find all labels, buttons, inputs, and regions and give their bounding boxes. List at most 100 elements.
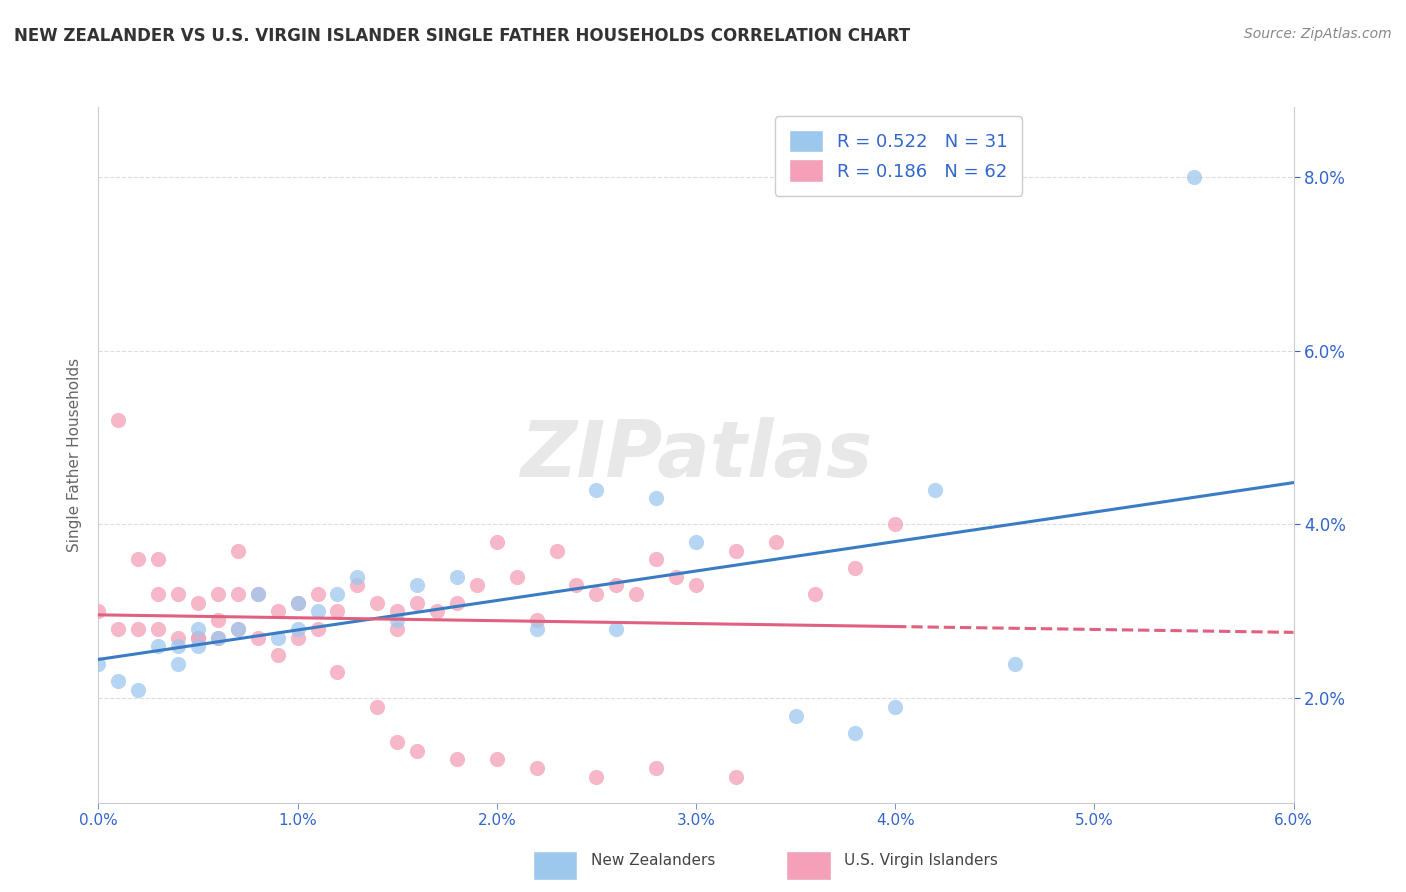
Point (246, 631, 269, 645)
Point (246, 587, 269, 601)
Point (307, 587, 329, 601)
Point (645, 491, 668, 506)
Point (366, 596, 388, 610)
Text: ZIPatlas: ZIPatlas (520, 417, 872, 493)
Point (485, 752, 508, 766)
Point (148, 587, 170, 601)
Point (724, 770, 747, 784)
Point (267, 631, 290, 645)
Point (685, 534, 707, 549)
Point (127, 552, 149, 566)
Point (844, 561, 866, 575)
Point (385, 613, 409, 627)
Point (127, 622, 149, 636)
Point (446, 596, 468, 610)
Point (585, 587, 607, 601)
Text: U.S. Virgin Islanders: U.S. Virgin Islanders (844, 854, 997, 868)
Point (385, 735, 409, 749)
Point (207, 613, 229, 627)
Point (724, 543, 747, 558)
Point (187, 631, 209, 645)
Point (346, 569, 368, 583)
Point (385, 605, 409, 619)
Point (246, 587, 269, 601)
Point (526, 761, 548, 775)
Point (605, 578, 627, 592)
Point (307, 622, 329, 636)
Point (645, 552, 668, 566)
Point (626, 587, 648, 601)
Text: NEW ZEALANDER VS U.S. VIRGIN ISLANDER SINGLE FATHER HOUSEHOLDS CORRELATION CHART: NEW ZEALANDER VS U.S. VIRGIN ISLANDER SI… (14, 27, 910, 45)
Point (546, 543, 568, 558)
Point (765, 534, 787, 549)
Point (167, 639, 190, 653)
Point (127, 682, 149, 697)
Point (287, 596, 309, 610)
Point (326, 587, 349, 601)
Point (207, 631, 229, 645)
Point (226, 622, 249, 636)
Point (406, 578, 429, 592)
Point (385, 622, 409, 636)
Point (148, 552, 170, 566)
Point (465, 578, 488, 592)
Point (645, 761, 668, 775)
Point (187, 639, 209, 653)
Point (226, 543, 249, 558)
Point (107, 674, 129, 689)
Point (187, 631, 209, 645)
Point (585, 770, 607, 784)
Point (187, 622, 209, 636)
Point (884, 517, 907, 532)
Point (446, 569, 468, 583)
Point (1004, 657, 1026, 671)
Point (148, 622, 170, 636)
Point (267, 605, 290, 619)
Point (526, 622, 548, 636)
Point (1182, 169, 1205, 184)
Point (665, 569, 688, 583)
Point (804, 587, 827, 601)
Point (844, 726, 866, 740)
Text: New Zealanders: New Zealanders (591, 854, 714, 868)
Point (226, 587, 249, 601)
Point (406, 744, 429, 758)
Point (326, 665, 349, 680)
Point (207, 587, 229, 601)
Text: Source: ZipAtlas.com: Source: ZipAtlas.com (1244, 27, 1392, 41)
Point (87, 657, 110, 671)
Point (585, 483, 607, 497)
Point (924, 483, 946, 497)
Point (226, 622, 249, 636)
Point (107, 622, 129, 636)
Point (87, 605, 110, 619)
Point (346, 578, 368, 592)
Point (267, 648, 290, 662)
Point (485, 534, 508, 549)
Point (446, 752, 468, 766)
Point (107, 413, 129, 427)
Point (506, 569, 529, 583)
Point (207, 631, 229, 645)
Point (785, 708, 807, 723)
Point (526, 613, 548, 627)
Y-axis label: Single Father Households: Single Father Households (67, 358, 83, 552)
Point (307, 605, 329, 619)
Point (406, 596, 429, 610)
Point (167, 587, 190, 601)
Point (187, 596, 209, 610)
Point (605, 622, 627, 636)
Point (287, 596, 309, 610)
Point (148, 639, 170, 653)
Point (884, 700, 907, 714)
Point (167, 657, 190, 671)
Point (167, 631, 190, 645)
Legend: R = 0.522   N = 31, R = 0.186   N = 62: R = 0.522 N = 31, R = 0.186 N = 62 (775, 116, 1022, 195)
Point (685, 578, 707, 592)
Point (426, 605, 449, 619)
Point (287, 622, 309, 636)
Point (565, 578, 588, 592)
Point (287, 631, 309, 645)
Point (326, 605, 349, 619)
Point (366, 700, 388, 714)
